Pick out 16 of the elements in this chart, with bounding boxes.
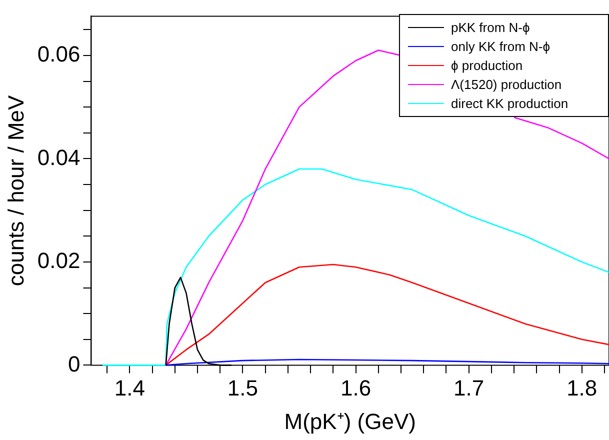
x-tick-label: 1.5 bbox=[227, 375, 258, 400]
legend-label: Λ(1520) production bbox=[451, 77, 562, 92]
y-axis-title: counts / hour / MeV bbox=[3, 94, 28, 286]
x-axis-title: M(pK⁺) (GeV) bbox=[284, 408, 416, 434]
legend-label: only KK from N-ϕ bbox=[451, 39, 550, 54]
x-tick-label: 1.7 bbox=[454, 375, 484, 400]
y-tick-label: 0.04 bbox=[37, 144, 80, 170]
x-tick-label: 1.8 bbox=[566, 375, 598, 400]
y-tick-label: 0.06 bbox=[37, 42, 80, 66]
legend-label: pKK from N-ϕ bbox=[451, 20, 530, 35]
y-tick-label: 0 bbox=[68, 351, 80, 376]
legend-label: ϕ production bbox=[451, 58, 523, 73]
x-tick-label: 1.4 bbox=[114, 375, 145, 400]
y-tick-label: 0.02 bbox=[37, 248, 80, 274]
legend-label: direct KK production bbox=[451, 96, 568, 111]
x-tick-label: 1.6 bbox=[340, 375, 372, 400]
